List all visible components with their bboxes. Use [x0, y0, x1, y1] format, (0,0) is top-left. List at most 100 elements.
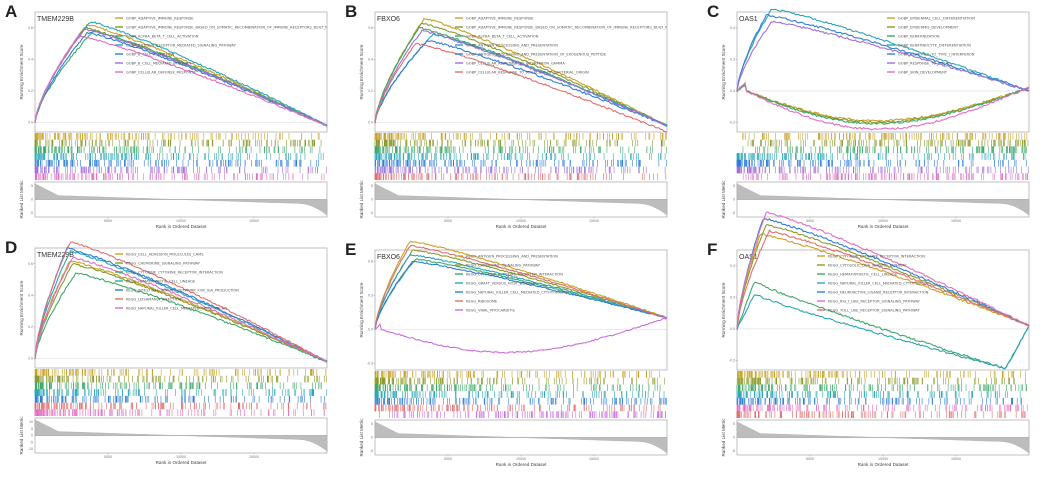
es-curve-6: [34, 28, 328, 127]
legend-label: GOBP_CELLULAR_DEFENSE_RESPONSE: [126, 70, 197, 74]
x-tick-label: 10000: [516, 219, 526, 223]
hit-strip-6: [736, 166, 1029, 174]
es-tick-label: 0.2: [28, 89, 33, 93]
gene-title: OAS1: [739, 16, 758, 23]
hit-strip-2: [374, 139, 665, 147]
x-axis-label: Rank in Ordered Dataset: [156, 460, 208, 465]
gsea-chart: TMEM229B 0.6 0.4 0.2 0.0 Running Enrichment S…: [19, 241, 328, 465]
es-curve-3: [34, 272, 328, 362]
legend-label: KEGG_VIRAL_MYOCARDITIS: [466, 308, 516, 312]
hit-strip-7: [34, 409, 325, 416]
metric-axis-label: Ranked List Metric: [359, 180, 364, 219]
es-tick-label: 0.0: [730, 89, 735, 93]
es-curve-3: [34, 29, 328, 126]
legend-label: KEGG_LEISHMANIA_INFECTION: [126, 297, 182, 301]
panel-letter: A: [5, 2, 18, 21]
hit-strip-5: [374, 159, 667, 167]
hit-strip-3: [374, 384, 661, 392]
legend-label: KEGG_CHEMOKINE_SIGNALING_PATHWAY: [126, 261, 201, 265]
metric-tick-label: 5: [31, 427, 33, 431]
hit-strip-6: [374, 166, 666, 174]
gsea-panel-b: B FBXO6 0.6 0.4 0.2 0.0 Running Enrichment Sc…: [345, 2, 685, 237]
es-curve-4: [374, 254, 668, 329]
metric-axis-label: Ranked List Metric: [721, 180, 726, 219]
legend-label: GOBP_ALPHA_BETA_T_CELL_ACTIVATION: [126, 34, 199, 38]
es-axis-label: Running Enrichment Score: [721, 44, 726, 99]
es-curve-1: [34, 23, 328, 127]
x-tick-label: 5000: [806, 219, 814, 223]
es-tick-label: 0.0: [368, 121, 373, 125]
es-curve-3: [374, 26, 668, 127]
es-tick-label: 0.0: [28, 357, 33, 361]
es-frame: [34, 247, 328, 369]
legend-label: GOBP_ANTIGEN_RECEPTOR_MEDIATED_SIGNALING…: [126, 43, 237, 47]
es-curve-5: [736, 13, 1030, 92]
legend-label: GOBP_RESPONSE_TO_TYPE_I_INTERFERON: [898, 52, 975, 56]
legend-label: GOBP_B_CELL_ACTIVATION: [126, 52, 175, 56]
es-curve-5: [374, 260, 668, 330]
x-tick-label: 15000: [249, 219, 259, 223]
es-curve-6: [34, 241, 327, 363]
metric-tick-label: 5: [31, 184, 33, 188]
legend-label: GOBP_SKIN_DEVELOPMENT: [898, 70, 948, 74]
es-curve-7: [34, 34, 328, 127]
hit-strip-7: [34, 173, 325, 180]
gene-title: TMEM229B: [37, 252, 74, 259]
x-tick-label: 10000: [878, 219, 888, 223]
x-tick-label: 10000: [176, 219, 186, 223]
panel-letter: C: [707, 2, 720, 21]
hit-strip-4: [34, 389, 328, 396]
hit-strip-5: [736, 159, 1027, 167]
es-curve-7: [374, 317, 668, 354]
hit-strip-3: [34, 382, 322, 390]
hit-strip-4: [374, 391, 665, 398]
hit-strip-6: [374, 404, 661, 412]
es-tick-label: 0.4: [368, 58, 373, 62]
es-curve-2: [736, 83, 1030, 124]
metric-axis-label: Ranked List Metric: [19, 180, 24, 219]
es-axis-label: Running Enrichment Score: [19, 280, 24, 335]
gene-title: TMEM229B: [37, 16, 74, 23]
hit-strip-3: [34, 146, 321, 154]
hit-strip-3: [742, 146, 1027, 154]
legend-label: KEGG_HEMATOPOIETIC_CELL_LINEAGE: [126, 279, 196, 283]
metric-tick-label: -5: [370, 211, 373, 215]
x-axis-label: Rank in Ordered Dataset: [496, 224, 548, 229]
legend-label: GOBP_EPIDERMIS_DEVELOPMENT: [898, 25, 959, 29]
metric-tick-label: 0: [733, 198, 735, 202]
hit-strip-2: [34, 375, 327, 383]
legend-label: KEGG_NATURAL_KILLER_CELL_MEDIATED_CYTOTO…: [466, 290, 568, 294]
es-axis-label: Running Enrichment Score: [19, 44, 24, 99]
es-tick-label: -0.3: [367, 361, 373, 365]
es-curve-1: [374, 18, 668, 126]
es-tick-label: 0.2: [368, 89, 373, 93]
x-axis-label: Rank in Ordered Dataset: [858, 224, 910, 229]
legend-label: GOBP_B_CELL_MEDIATED_IMMUNITY: [126, 61, 192, 65]
legend-label: KEGG_NATURAL_KILLER_CELL_MEDIATED_CYTOTO…: [126, 306, 228, 310]
hit-strip-6: [34, 402, 327, 410]
x-tick-label: 15000: [589, 219, 599, 223]
metric-tick-label: 5: [733, 184, 735, 188]
hit-strip-4: [34, 153, 324, 160]
es-tick-label: 0.0: [28, 121, 33, 125]
panel-letter: D: [5, 238, 18, 257]
x-tick-label: 15000: [951, 219, 961, 223]
legend-label: KEGG_RIBOSOME: [466, 299, 498, 303]
legend-label: GOBP_CELLULAR_RESPONSE_TO_INTERFERON_GAM…: [466, 61, 565, 65]
gene-title: FBXO6: [377, 16, 400, 23]
gsea-panel-c: C OAS1 0.4 0.2 0.0 -0.2 Running Enrichment Sc…: [707, 2, 1047, 237]
es-curve-6: [374, 29, 668, 127]
x-tick-label: 5000: [104, 455, 112, 459]
legend-label: GOBP_RESPONSE_TO_VIRUS: [898, 61, 950, 65]
metric-tick-label: 0: [371, 198, 373, 202]
gene-title: FBXO6: [377, 254, 400, 261]
es-curve-5: [34, 246, 328, 362]
es-tick-label: 0.2: [730, 58, 735, 62]
legend-label: GOBP_ADAPTIVE_IMMUNE_RESPONSE: [466, 16, 534, 20]
es-curve-2: [34, 262, 328, 362]
es-curve-4: [736, 8, 1030, 92]
es-tick-label: 0.4: [730, 26, 735, 30]
es-curve-1: [34, 260, 328, 363]
x-tick-label: 10000: [176, 455, 186, 459]
legend-label: GOBP_ALPHA_BETA_T_CELL_ACTIVATION: [466, 34, 539, 38]
